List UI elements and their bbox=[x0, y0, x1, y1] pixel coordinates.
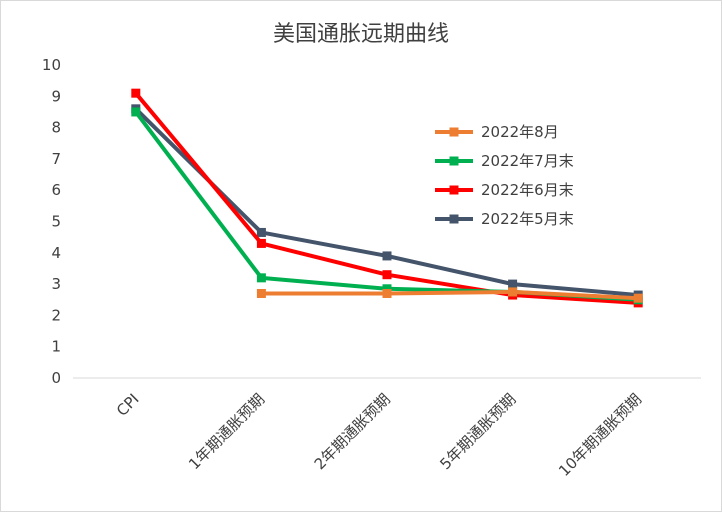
legend-item: 2022年6月末 bbox=[435, 181, 574, 199]
legend-label: 2022年5月末 bbox=[481, 210, 574, 228]
y-tick-label: 1 bbox=[51, 338, 61, 356]
legend-label: 2022年8月 bbox=[481, 123, 559, 141]
x-tick-label: 2年期通胀预期 bbox=[311, 390, 394, 473]
data-point bbox=[508, 287, 518, 297]
data-point bbox=[256, 273, 266, 283]
data-point bbox=[256, 288, 266, 298]
data-point bbox=[382, 270, 392, 280]
data-point bbox=[256, 238, 266, 248]
x-tick-label: 5年期通胀预期 bbox=[436, 390, 519, 473]
series-line bbox=[134, 107, 639, 298]
series-layer bbox=[131, 88, 643, 308]
x-tick-label: 10年期通胀预期 bbox=[555, 390, 645, 480]
x-axis: CPI 1年期通胀预期 2年期通胀预期 5年期通胀预期 10年期通胀预期 bbox=[73, 377, 701, 480]
y-tick-label: 9 bbox=[51, 87, 61, 105]
data-point bbox=[633, 293, 643, 303]
series-line bbox=[261, 289, 639, 301]
legend-marker bbox=[449, 185, 459, 195]
y-tick-label: 5 bbox=[51, 213, 61, 231]
legend-label: 2022年7月末 bbox=[481, 152, 574, 170]
x-tick-label: CPI bbox=[113, 390, 143, 420]
legend-item: 2022年5月末 bbox=[435, 210, 574, 228]
data-point bbox=[131, 107, 141, 117]
legend-label: 2022年6月末 bbox=[481, 181, 574, 199]
data-point bbox=[382, 284, 392, 294]
series-0 bbox=[256, 287, 643, 303]
chart-title: 美国通胀远期曲线 bbox=[273, 22, 449, 47]
data-point bbox=[131, 88, 141, 98]
data-point bbox=[508, 279, 518, 289]
y-tick-label: 7 bbox=[51, 150, 61, 168]
y-tick-label: 3 bbox=[51, 275, 61, 293]
y-tick-label: 10 bbox=[42, 56, 61, 74]
x-tick-label: 1年期通胀预期 bbox=[185, 390, 268, 473]
legend-marker bbox=[449, 127, 459, 137]
legend-item: 2022年8月 bbox=[435, 123, 559, 141]
y-tick-label: 8 bbox=[51, 119, 61, 137]
data-point bbox=[256, 227, 266, 237]
y-tick-label: 4 bbox=[51, 244, 61, 262]
legend-item: 2022年7月末 bbox=[435, 152, 574, 170]
legend: 2022年8月 2022年7月末 2022年6月末 2022年5月末 bbox=[435, 123, 574, 228]
data-point bbox=[382, 251, 392, 261]
data-point bbox=[382, 288, 392, 298]
y-tick-label: 6 bbox=[51, 181, 61, 199]
legend-marker bbox=[449, 156, 459, 166]
y-tick-label: 2 bbox=[51, 306, 61, 324]
y-axis: 0 1 2 3 4 5 6 7 8 9 10 bbox=[42, 56, 61, 387]
legend-marker bbox=[449, 214, 459, 224]
y-tick-label: 0 bbox=[51, 369, 61, 387]
